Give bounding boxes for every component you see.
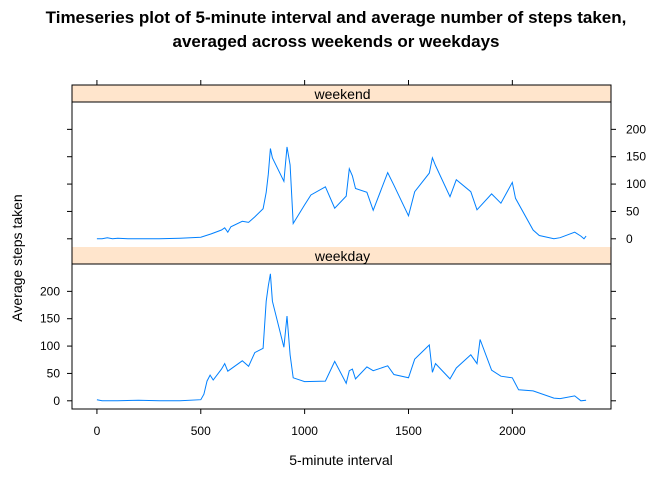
x-tick-label: 2000 [499, 424, 526, 438]
strip-weekend [72, 85, 611, 102]
y-tick-label-weekday: 0 [53, 394, 60, 408]
y-tick-label-weekday: 50 [47, 366, 61, 380]
y-tick-label-weekend: 0 [626, 232, 633, 246]
strip-label-weekday: weekday [314, 248, 370, 264]
series-line-weekday [96, 273, 587, 402]
y-axis-title: Average steps taken [9, 194, 25, 321]
panel-frame [71, 84, 612, 410]
y-tick-label-weekday: 200 [40, 284, 60, 298]
strip-weekday [72, 247, 611, 264]
x-tick-label: 500 [191, 424, 211, 438]
chart-title-line-2: averaged across weekends or weekdays [173, 32, 500, 51]
y-tick-label-weekday: 100 [40, 339, 60, 353]
x-axis-title: 5-minute interval [289, 452, 393, 468]
y-tick-label-weekend: 200 [626, 122, 646, 136]
series-line-weekend [96, 146, 587, 240]
x-tick-label: 1000 [291, 424, 318, 438]
x-tick-label: 1500 [395, 424, 422, 438]
x-tick-label: 0 [94, 424, 101, 438]
y-tick-label-weekend: 100 [626, 177, 646, 191]
y-tick-label-weekend: 150 [626, 150, 646, 164]
y-tick-label-weekday: 150 [40, 312, 60, 326]
strip-label-weekend: weekend [313, 86, 370, 102]
chart-title-line-1: Timeseries plot of 5-minute interval and… [46, 8, 627, 27]
y-tick-label-weekend: 50 [626, 204, 640, 218]
